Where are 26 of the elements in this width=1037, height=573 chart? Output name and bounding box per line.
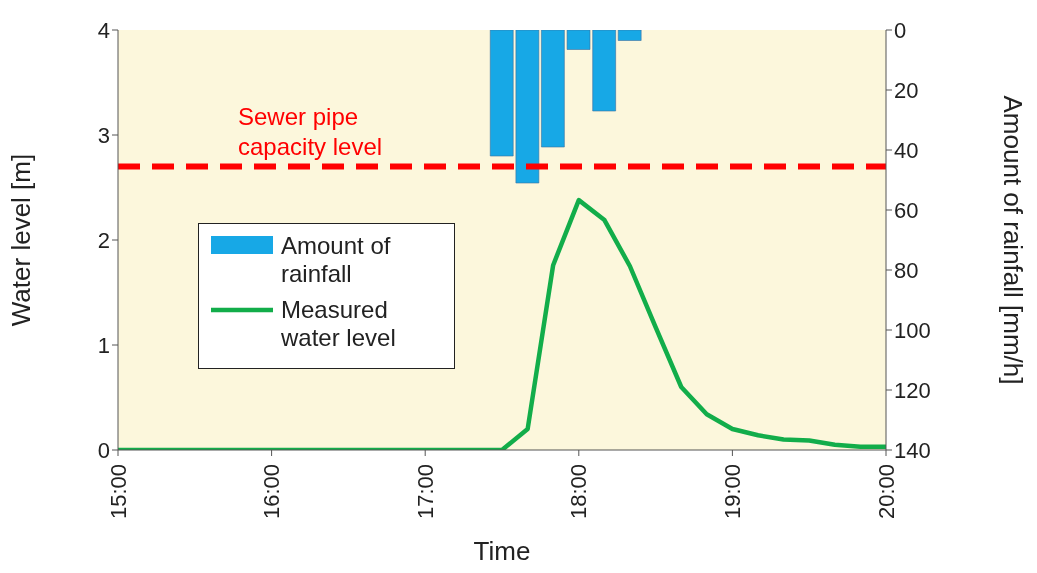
legend-label: Amount of rainfall	[281, 232, 392, 288]
y2-tick-label: 60	[894, 197, 919, 223]
y2-tick-label: 140	[894, 437, 931, 463]
x-tick-label: 15:00	[105, 464, 131, 520]
y2-axis-title: Amount of rainfall [mm/h]	[997, 95, 1028, 385]
y2-tick-label: 120	[894, 377, 931, 403]
y2-tick-label: 20	[894, 77, 919, 103]
legend-label: Measured water level	[281, 296, 397, 352]
y2-tick-label: 80	[894, 257, 919, 283]
x-tick-label: 20:00	[873, 464, 899, 520]
y-tick-label: 1	[97, 332, 110, 358]
y2-tick-label: 100	[894, 317, 931, 343]
y2-tick-label: 40	[894, 137, 919, 163]
y-tick-label: 4	[97, 17, 110, 43]
x-axis-title: Time	[473, 536, 531, 566]
x-tick-label: 19:00	[719, 464, 745, 520]
y-tick-label: 3	[97, 122, 110, 148]
y-tick-label: 2	[97, 227, 110, 253]
x-tick-label: 16:00	[259, 464, 285, 520]
x-tick-label: 17:00	[412, 464, 438, 520]
y-tick-label: 0	[97, 437, 110, 463]
x-tick-label: 18:00	[566, 464, 592, 520]
bar	[617, 30, 642, 41]
y-axis-title: Water level [m]	[6, 153, 37, 327]
ref-line-label: Sewer pipe capacity level	[238, 102, 383, 160]
y2-tick-label: 0	[894, 17, 907, 43]
